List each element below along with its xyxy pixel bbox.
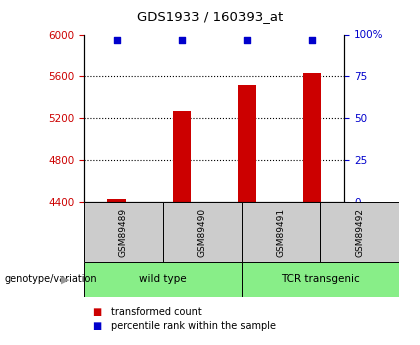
Text: GSM89492: GSM89492 [355, 207, 364, 257]
Bar [84, 262, 241, 297]
Bar [108, 199, 126, 202]
Text: GSM89491: GSM89491 [276, 207, 285, 257]
Text: ■: ■ [92, 321, 102, 331]
Point [243, 37, 250, 42]
Bar [238, 85, 256, 202]
Text: percentile rank within the sample: percentile rank within the sample [111, 321, 276, 331]
Bar [303, 73, 321, 202]
Point [113, 37, 120, 42]
Bar [241, 262, 399, 297]
Bar [84, 202, 163, 262]
Text: ■: ■ [92, 307, 102, 317]
Text: GSM89490: GSM89490 [198, 207, 207, 257]
Text: GSM89489: GSM89489 [119, 207, 128, 257]
Text: genotype/variation: genotype/variation [4, 275, 97, 284]
Bar [173, 111, 191, 202]
Point [308, 37, 315, 42]
Bar [163, 202, 242, 262]
Text: transformed count: transformed count [111, 307, 202, 317]
Bar [241, 202, 320, 262]
Text: ▶: ▶ [61, 275, 69, 284]
Text: wild type: wild type [139, 275, 186, 284]
Text: GDS1933 / 160393_at: GDS1933 / 160393_at [137, 10, 283, 23]
Text: TCR transgenic: TCR transgenic [281, 275, 360, 284]
Bar [320, 202, 399, 262]
Point [178, 37, 185, 42]
